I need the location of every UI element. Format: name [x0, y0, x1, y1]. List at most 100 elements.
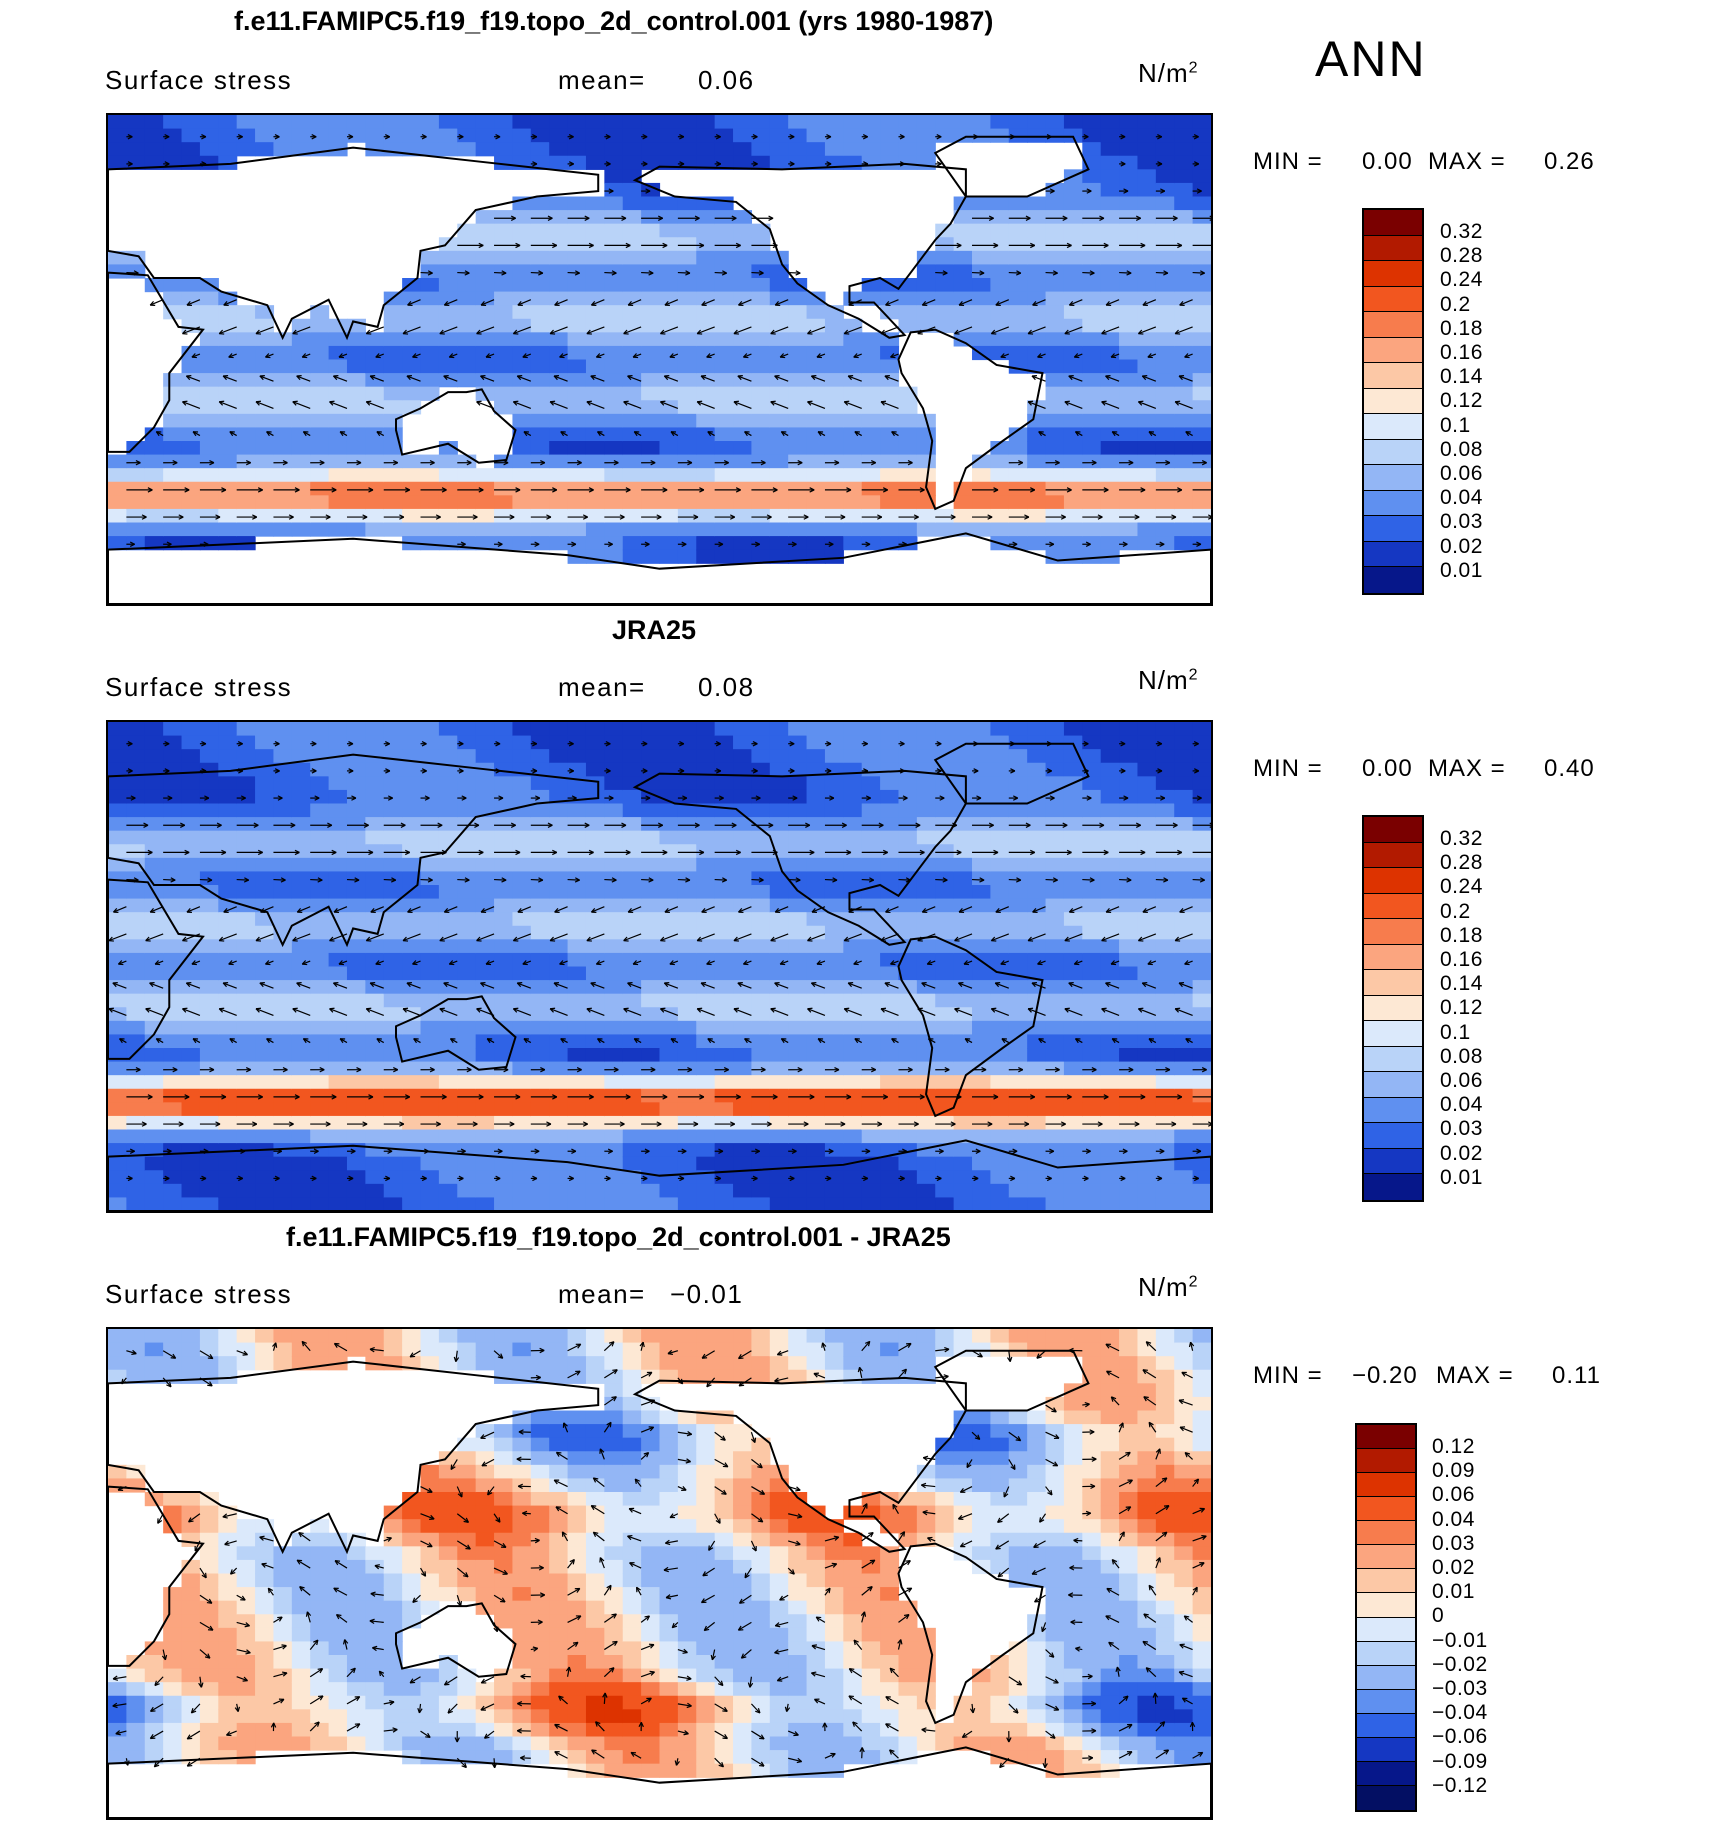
field-cell	[990, 495, 1010, 510]
field-cell	[1008, 1156, 1028, 1171]
field-cell	[1174, 332, 1194, 347]
field-cell	[126, 495, 146, 510]
field-cell	[236, 1020, 256, 1036]
field-cell	[714, 155, 734, 170]
field-cell	[1045, 1115, 1065, 1131]
wind-arrow	[223, 906, 237, 913]
field-cell	[1063, 481, 1083, 496]
field-cell	[1008, 966, 1028, 981]
wind-arrow	[596, 431, 605, 437]
field-cell	[733, 291, 753, 306]
field-cell	[1045, 318, 1065, 333]
field-cell	[567, 885, 587, 900]
field-cell	[677, 427, 697, 442]
field-cell	[365, 522, 385, 537]
field-cell	[549, 762, 569, 777]
wind-arrow	[273, 1066, 288, 1073]
wind-arrow	[1147, 960, 1157, 966]
field-cell	[953, 803, 973, 818]
field-cell	[218, 762, 238, 777]
field-cell	[218, 155, 238, 170]
wind-arrow	[972, 1175, 979, 1182]
field-cell	[310, 1709, 330, 1724]
field-cell	[972, 468, 991, 483]
field-cell	[218, 817, 238, 832]
field-cell	[806, 885, 826, 900]
field-cell	[935, 885, 955, 900]
field-cell	[916, 1061, 936, 1076]
field-cell	[714, 210, 734, 225]
field-cell	[218, 952, 238, 968]
field-cell	[163, 1156, 183, 1171]
field-cell	[935, 508, 955, 524]
wind-arrow	[1082, 849, 1109, 856]
field-cell	[457, 1722, 477, 1738]
field-cell	[236, 1156, 256, 1171]
wind-arrow	[494, 741, 501, 747]
field-cell	[1082, 549, 1102, 564]
field-cell	[751, 789, 771, 805]
field-cell	[880, 776, 900, 791]
field-cell	[953, 210, 973, 225]
wind-arrow	[413, 1038, 421, 1044]
field-cell	[733, 250, 753, 266]
wind-arrow	[192, 1038, 201, 1044]
field-cell	[530, 803, 550, 818]
wind-arrow	[1155, 487, 1183, 493]
wind-arrow	[517, 299, 532, 306]
wind-arrow	[420, 514, 441, 520]
field-cell	[1045, 803, 1065, 818]
field-cell	[494, 1170, 514, 1185]
field-cell	[677, 830, 697, 845]
field-cell	[420, 1115, 440, 1131]
field-cell	[549, 115, 569, 130]
field-cell	[861, 1102, 881, 1117]
wind-arrow	[788, 1066, 803, 1073]
field-cell	[549, 939, 569, 954]
wind-arrow	[567, 1094, 594, 1100]
wind-arrow	[530, 161, 538, 167]
field-cell	[1100, 1102, 1120, 1117]
field-cell	[567, 1143, 587, 1158]
field-cell	[273, 980, 293, 995]
field-cell	[549, 952, 569, 968]
field-cell	[990, 952, 1010, 968]
field-cell	[181, 1061, 201, 1076]
field-cell	[549, 925, 569, 940]
wind-arrow	[1082, 1175, 1089, 1182]
field-cell	[126, 128, 146, 143]
field-cell	[475, 966, 495, 981]
field-cell	[218, 305, 238, 320]
field-cell	[457, 1075, 477, 1090]
field-cell	[549, 318, 569, 333]
wind-arrow	[145, 1007, 164, 1016]
field-cell	[806, 966, 826, 981]
field-cell	[714, 305, 734, 320]
field-cell	[346, 508, 366, 524]
field-cell	[402, 1183, 422, 1199]
field-cell	[843, 128, 863, 143]
field-cell	[659, 359, 679, 374]
field-cell	[1100, 1088, 1120, 1103]
wind-arrow	[824, 1066, 840, 1073]
field-cell	[181, 1088, 201, 1103]
field-cell	[494, 817, 514, 832]
field-cell	[236, 1600, 256, 1615]
field-cell	[1045, 413, 1065, 429]
panel-diff-variable: Surface stress	[105, 1279, 293, 1309]
wind-arrow	[824, 134, 832, 140]
field-cell	[291, 803, 311, 818]
field-cell	[751, 115, 771, 130]
wind-arrow	[117, 960, 127, 966]
field-cell	[365, 1655, 385, 1670]
field-cell	[144, 1102, 164, 1117]
field-cell	[1137, 1170, 1157, 1185]
field-cell	[530, 413, 550, 429]
field-cell	[990, 291, 1010, 306]
wind-arrow	[108, 933, 127, 942]
wind-arrow	[898, 459, 913, 466]
field-cell	[1027, 223, 1047, 238]
wind-arrow	[627, 299, 642, 306]
wind-arrow	[420, 849, 447, 856]
field-cell	[1008, 522, 1028, 537]
